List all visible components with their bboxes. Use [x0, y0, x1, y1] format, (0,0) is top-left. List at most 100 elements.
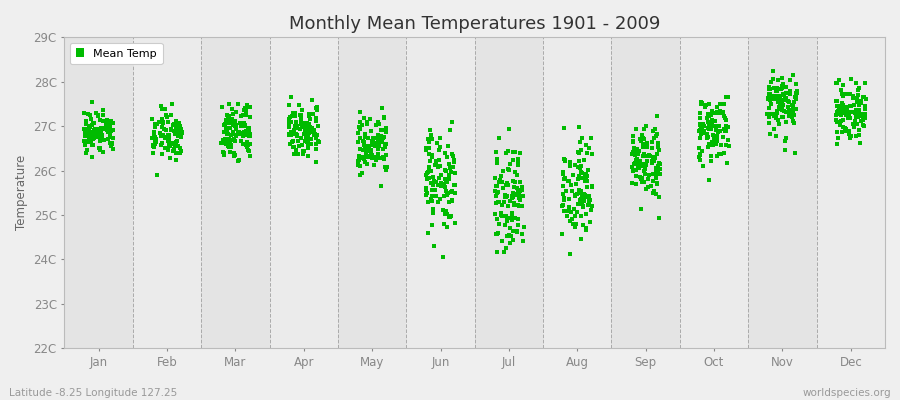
Point — [508, 200, 522, 207]
Point — [786, 118, 800, 125]
Point — [645, 160, 660, 166]
Point — [170, 142, 184, 149]
Point — [775, 83, 789, 90]
Point — [361, 135, 375, 141]
Point — [361, 148, 375, 155]
Point — [513, 196, 527, 202]
Point — [835, 105, 850, 111]
Point — [850, 121, 865, 128]
Point — [838, 106, 852, 112]
Point — [762, 86, 777, 92]
Point — [489, 200, 503, 206]
Point — [153, 103, 167, 110]
Point — [173, 123, 187, 130]
Point — [86, 136, 100, 142]
Point — [146, 142, 160, 149]
Point — [105, 120, 120, 126]
Point — [445, 119, 459, 125]
Point — [706, 132, 720, 138]
Point — [490, 190, 504, 196]
Point — [581, 145, 596, 152]
Point — [375, 154, 390, 160]
Point — [644, 158, 659, 164]
Point — [376, 115, 391, 121]
Point — [583, 196, 598, 203]
Point — [507, 202, 521, 209]
Point — [854, 118, 868, 124]
Point — [784, 112, 798, 118]
Point — [233, 120, 248, 126]
Point — [371, 121, 385, 128]
Point — [579, 194, 593, 200]
Point — [489, 230, 503, 237]
Point — [719, 122, 733, 129]
Point — [838, 124, 852, 131]
Point — [162, 134, 176, 140]
Point — [438, 208, 453, 214]
Point — [511, 161, 526, 168]
Point — [439, 192, 454, 198]
Point — [832, 120, 847, 126]
Point — [301, 153, 315, 159]
Point — [716, 150, 731, 156]
Point — [788, 106, 803, 112]
Point — [561, 213, 575, 220]
Point — [566, 172, 580, 178]
Point — [774, 86, 788, 92]
Point — [782, 107, 796, 113]
Point — [776, 102, 790, 108]
Point — [434, 180, 448, 186]
Point — [437, 183, 452, 190]
Point — [241, 129, 256, 136]
Point — [376, 126, 391, 133]
Point — [224, 137, 238, 143]
Point — [238, 129, 252, 136]
Point — [228, 118, 242, 124]
Point — [720, 160, 734, 166]
Point — [86, 154, 100, 160]
Point — [652, 146, 667, 153]
Point — [94, 137, 109, 143]
Point — [353, 172, 367, 178]
Point — [289, 131, 303, 137]
Point — [93, 147, 107, 154]
Point — [569, 180, 583, 187]
Point — [375, 135, 390, 142]
Point — [507, 214, 521, 221]
Point — [498, 222, 512, 228]
Point — [713, 151, 727, 158]
Point — [846, 121, 860, 127]
Point — [438, 167, 453, 174]
Point — [499, 212, 513, 219]
Point — [498, 192, 512, 198]
Point — [310, 116, 324, 122]
Point — [710, 109, 724, 115]
Point — [286, 128, 301, 135]
Point — [284, 129, 299, 136]
Point — [647, 190, 662, 196]
Point — [701, 144, 716, 151]
Point — [693, 110, 707, 116]
Point — [300, 134, 314, 141]
Point — [289, 119, 303, 126]
Point — [568, 192, 582, 198]
Point — [419, 190, 434, 196]
Point — [641, 184, 655, 190]
Point — [439, 179, 454, 186]
Point — [358, 134, 373, 140]
Point — [371, 133, 385, 140]
Point — [79, 120, 94, 127]
Point — [635, 144, 650, 150]
Point — [516, 238, 530, 244]
Point — [716, 126, 731, 132]
Point — [355, 170, 369, 176]
Point — [488, 211, 502, 217]
Point — [701, 126, 716, 132]
Point — [854, 112, 868, 119]
Point — [440, 143, 454, 149]
Point — [499, 194, 513, 200]
Point — [148, 136, 163, 142]
Point — [636, 161, 651, 168]
Point — [371, 155, 385, 161]
Point — [77, 110, 92, 116]
